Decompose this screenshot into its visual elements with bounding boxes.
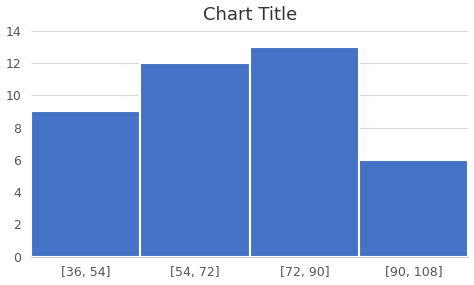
Bar: [31, 111, 140, 257]
Bar: [359, 160, 468, 257]
Bar: [250, 47, 359, 257]
Bar: [140, 63, 250, 257]
Title: Chart Title: Chart Title: [203, 5, 297, 24]
